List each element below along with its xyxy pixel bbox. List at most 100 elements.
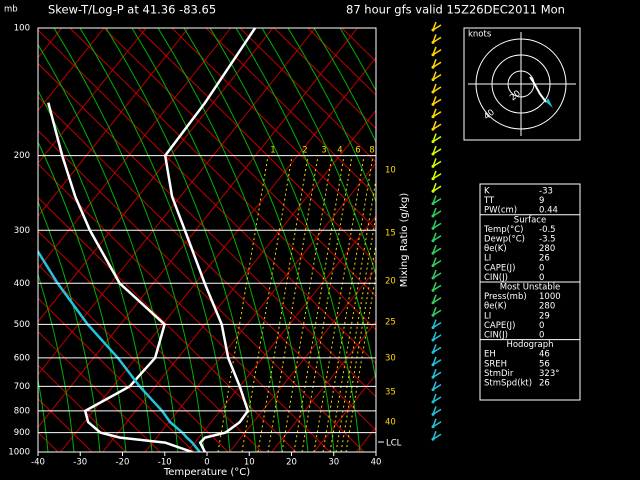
- mixing-ratio-line: [340, 241, 376, 452]
- moist-adiabat: [38, 377, 49, 452]
- moist-adiabat: [209, 28, 361, 452]
- barb-staff: [432, 210, 442, 217]
- x-tick-label: -20: [116, 458, 130, 468]
- barb-staff: [432, 135, 442, 143]
- stats-value: 0: [539, 321, 544, 331]
- barb-staff: [432, 148, 442, 155]
- barb-dot: [431, 140, 435, 144]
- dry-adiabat: [205, 28, 376, 197]
- y-tick-label: 400: [14, 279, 30, 289]
- x-tick-label: 20: [286, 458, 297, 468]
- moist-adiabat: [38, 273, 75, 452]
- mixing-ratio-value: 6: [355, 146, 360, 156]
- dry-adiabat: [38, 196, 297, 452]
- barb-staff: [432, 359, 442, 366]
- barb-dot: [431, 177, 435, 181]
- stats-value: 0: [539, 263, 544, 273]
- barb-dot: [431, 189, 435, 193]
- isotherm: [102, 109, 376, 452]
- x-tick-label: 10: [244, 458, 255, 468]
- barb-dot: [431, 276, 435, 280]
- mixing-ratio-line: [241, 155, 293, 452]
- barb-dot: [431, 388, 435, 392]
- barb-dot: [431, 288, 435, 292]
- x-tick-label: -30: [73, 458, 87, 468]
- barb-staff: [432, 334, 442, 341]
- dry-adiabat: [38, 163, 331, 452]
- hodograph-unit: knots: [468, 30, 492, 40]
- moist-adiabat: [261, 28, 376, 277]
- y-tick-label: 100: [14, 24, 30, 34]
- barb-staff: [432, 111, 442, 118]
- stats-label: θe(K): [484, 244, 507, 254]
- stats-label: Dewp(°C): [484, 235, 525, 245]
- stats-value: 280: [539, 302, 555, 312]
- isotherm: [186, 215, 376, 452]
- moist-adiabat: [38, 200, 101, 452]
- isotherm: [38, 28, 274, 323]
- barb-dot: [431, 251, 435, 255]
- barb-staff: [432, 309, 442, 316]
- storm-motion-arrow: [546, 98, 553, 108]
- barb-dot: [431, 53, 435, 57]
- stats-value: 1000: [539, 292, 561, 302]
- barb-staff: [432, 24, 442, 31]
- stats-value: 56: [539, 359, 550, 369]
- barb-dot: [431, 226, 435, 230]
- stats-value: 26: [539, 254, 550, 264]
- barb-staff: [432, 49, 442, 56]
- isotherm: [313, 373, 376, 452]
- hodograph-trace: [529, 76, 547, 103]
- barb-dot: [431, 239, 435, 243]
- barb-staff: [432, 383, 442, 391]
- barb-dot: [431, 437, 435, 441]
- mixing-ratio-line: [267, 155, 319, 452]
- isotherm: [271, 320, 376, 452]
- mixing-ratio-value: 35: [385, 388, 396, 398]
- y-tick-label: 800: [14, 406, 30, 416]
- y-tick-label: 900: [14, 428, 30, 438]
- stats-section-title: Surface: [514, 215, 546, 225]
- x-tick-label: 30: [328, 458, 339, 468]
- stats-label: LI: [484, 311, 491, 321]
- barb-dot: [431, 425, 435, 429]
- dry-adiabat: [38, 29, 376, 364]
- barb-dot: [431, 28, 435, 32]
- chart-subtitle: 87 hour gfs valid 15Z26DEC2011 Mon: [346, 3, 565, 17]
- dry-adiabat: [38, 331, 161, 452]
- mixing-ratio-value: 40: [385, 418, 396, 428]
- stats-label: Press(mb): [484, 292, 527, 302]
- barb-staff: [432, 297, 442, 304]
- dry-adiabat: [273, 28, 376, 130]
- stats-label: CAPE(J): [484, 263, 515, 273]
- dry-adiabat: [103, 28, 376, 297]
- barb-dot: [431, 78, 435, 82]
- chart-title: Skew-T/Log-P at 41.36 -83.65: [48, 3, 216, 17]
- background-lines: [38, 28, 376, 452]
- dry-adiabat: [137, 28, 376, 264]
- dry-adiabat: [239, 28, 376, 163]
- stats-label: CIN(J): [484, 273, 508, 283]
- barb-dot: [431, 375, 435, 379]
- barb-staff: [432, 222, 442, 230]
- barb-staff: [432, 433, 442, 440]
- x-tick-label: -40: [31, 458, 45, 468]
- barb-staff: [432, 408, 442, 416]
- isotherm: [144, 162, 376, 452]
- stats-label: LI: [484, 254, 491, 264]
- barb-dot: [431, 127, 435, 131]
- mixing-ratio-line: [329, 176, 376, 452]
- moist-adiabat: [38, 43, 179, 452]
- isotherm: [38, 28, 316, 376]
- isotherm: [229, 268, 376, 452]
- barb-staff: [432, 86, 442, 93]
- dry-adiabat: [38, 62, 376, 398]
- barb-staff: [432, 421, 442, 428]
- dry-adiabat: [38, 263, 229, 452]
- barb-staff: [432, 235, 442, 242]
- barb-staff: [432, 36, 442, 44]
- mixing-ratio-value: 1: [270, 146, 275, 156]
- barb-dot: [431, 313, 435, 317]
- y-tick-label: 200: [14, 151, 30, 161]
